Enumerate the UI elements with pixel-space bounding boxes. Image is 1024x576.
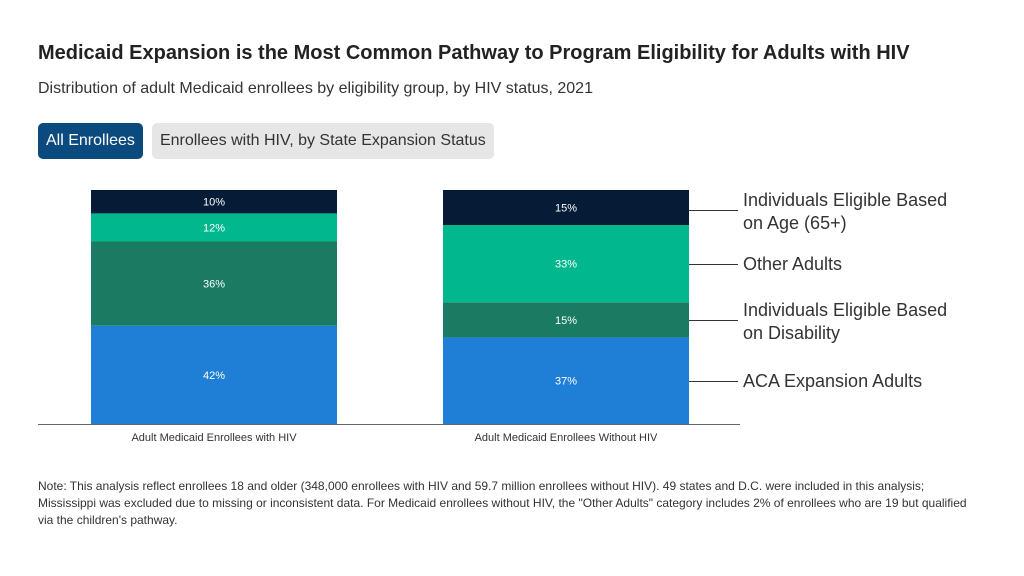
data-label: 15% xyxy=(555,315,577,327)
legend-label: ACA Expansion Adults xyxy=(743,371,922,391)
bar-segment xyxy=(443,302,689,338)
chart-subtitle: Distribution of adult Medicaid enrollees… xyxy=(38,80,593,97)
legend-label: Individuals Eligible Based xyxy=(743,190,947,210)
footnote: Note: This analysis reflect enrollees 18… xyxy=(38,479,967,527)
legend-label: Individuals Eligible Based xyxy=(743,300,947,320)
data-label: 10% xyxy=(203,197,225,209)
legend-label: Other Adults xyxy=(743,254,842,274)
bar-segment xyxy=(91,190,337,214)
bar-segment xyxy=(443,337,689,424)
legend-label: on Age (65+) xyxy=(743,213,847,233)
data-label: 37% xyxy=(555,376,577,388)
chart-title: Medicaid Expansion is the Most Common Pa… xyxy=(38,42,910,64)
category-label: Adult Medicaid Enrollees with HIV xyxy=(131,432,297,444)
category-label: Adult Medicaid Enrollees Without HIV xyxy=(475,432,658,444)
data-label: 33% xyxy=(555,259,577,271)
tab-all-enrollees[interactable]: All Enrollees xyxy=(38,123,143,159)
bar-segment xyxy=(91,325,337,424)
bar-segment xyxy=(91,241,337,326)
tab-enrollees-with-hiv-by-expansion[interactable]: Enrollees with HIV, by State Expansion S… xyxy=(151,123,494,159)
data-label: 42% xyxy=(203,370,225,382)
data-label: 36% xyxy=(203,279,225,291)
view-tabs: All Enrollees Enrollees with HIV, by Sta… xyxy=(38,123,494,159)
bar-segment xyxy=(443,190,689,226)
data-label: 12% xyxy=(203,222,225,234)
data-label: 15% xyxy=(555,203,577,215)
legend-label: on Disability xyxy=(743,323,840,343)
bar-segment xyxy=(91,213,337,242)
bar-segment xyxy=(443,225,689,303)
